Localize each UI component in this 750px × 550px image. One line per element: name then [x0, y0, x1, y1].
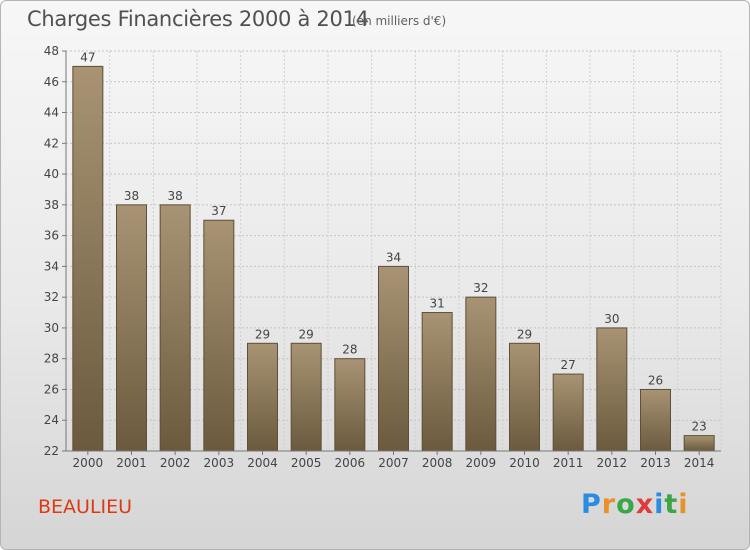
y-tick-label: 48 — [44, 44, 59, 58]
bar — [640, 388, 671, 452]
bar-value-label: 31 — [430, 297, 445, 311]
chart-subtitle: (en milliers d'€) — [352, 14, 447, 28]
y-tick-label: 28 — [44, 352, 59, 366]
logo-letter: r — [601, 489, 617, 520]
x-tick-label: 2002 — [160, 456, 191, 470]
x-tick-label: 2012 — [597, 456, 628, 470]
y-tick-label: 34 — [44, 259, 59, 273]
logo-letter: o — [616, 489, 636, 520]
bar-value-label: 28 — [342, 343, 357, 357]
town-name: BEAULIEU — [38, 496, 133, 518]
logo-letter: P — [581, 489, 602, 520]
y-tick-label: 40 — [44, 167, 59, 181]
x-tick-label: 2006 — [335, 456, 366, 470]
chart-title: Charges Financières 2000 à 2014 — [27, 7, 369, 31]
y-tick-label: 46 — [44, 75, 59, 89]
bar-value-label: 29 — [517, 327, 532, 341]
bar — [72, 65, 104, 452]
y-tick-label: 32 — [44, 290, 59, 304]
bar — [465, 296, 497, 452]
x-tick-label: 2007 — [378, 456, 409, 470]
bar — [552, 373, 584, 452]
x-tick-label: 2000 — [73, 456, 104, 470]
x-tick-label: 2010 — [509, 456, 540, 470]
bar-value-label: 38 — [124, 189, 139, 203]
x-tick-label: 2013 — [640, 456, 671, 470]
logo-letter: i — [654, 489, 665, 520]
bar-value-label: 23 — [692, 420, 707, 434]
bar-value-label: 27 — [561, 358, 576, 372]
bar — [509, 342, 540, 452]
y-tick-label: 44 — [44, 106, 59, 120]
x-tick-label: 2001 — [116, 456, 147, 470]
y-tick-label: 38 — [44, 198, 59, 212]
y-tick-label: 24 — [44, 413, 59, 427]
x-tick-label: 2003 — [204, 456, 235, 470]
proxiti-logo[interactable]: Proxiti — [581, 489, 689, 520]
bar — [334, 358, 366, 452]
y-tick-label: 30 — [44, 321, 59, 335]
bar — [683, 435, 715, 452]
bar — [421, 312, 453, 452]
bar — [116, 204, 147, 452]
bar — [378, 265, 409, 452]
x-tick-label: 2008 — [422, 456, 453, 470]
axes: 22 24 26 28 30 32 34 36 38 40 42 44 46 48 2000 2001 2002… — [44, 44, 721, 470]
bars: 47 38 38 37 29 29 28 34 31 32 29 27 30 26 23 — [72, 50, 715, 452]
logo-letter: t — [664, 489, 679, 520]
bar-value-label: 47 — [80, 50, 95, 64]
bar — [596, 327, 628, 452]
x-tick-label: 2009 — [466, 456, 497, 470]
y-tick-label: 26 — [44, 382, 59, 396]
bar-value-label: 29 — [255, 327, 270, 341]
bar-value-label: 32 — [473, 281, 488, 295]
logo-letter: i — [678, 489, 689, 520]
y-tick-label: 42 — [44, 136, 59, 150]
x-tick-label: 2014 — [684, 456, 715, 470]
y-tick-label: 36 — [44, 229, 59, 243]
bar-value-label: 30 — [604, 312, 619, 326]
bar-value-label: 26 — [648, 373, 663, 387]
bar-value-label: 29 — [299, 327, 314, 341]
x-tick-label: 2005 — [291, 456, 322, 470]
bar-value-label: 34 — [386, 250, 401, 264]
bar — [290, 342, 322, 452]
bar-value-label: 37 — [211, 204, 226, 218]
x-tick-label: 2011 — [553, 456, 584, 470]
logo-letter: x — [635, 489, 655, 520]
bar — [247, 342, 278, 452]
bar — [203, 219, 235, 452]
bar — [159, 204, 191, 452]
x-tick-label: 2004 — [247, 456, 278, 470]
y-tick-label: 22 — [44, 444, 59, 458]
bar-value-label: 38 — [168, 189, 183, 203]
